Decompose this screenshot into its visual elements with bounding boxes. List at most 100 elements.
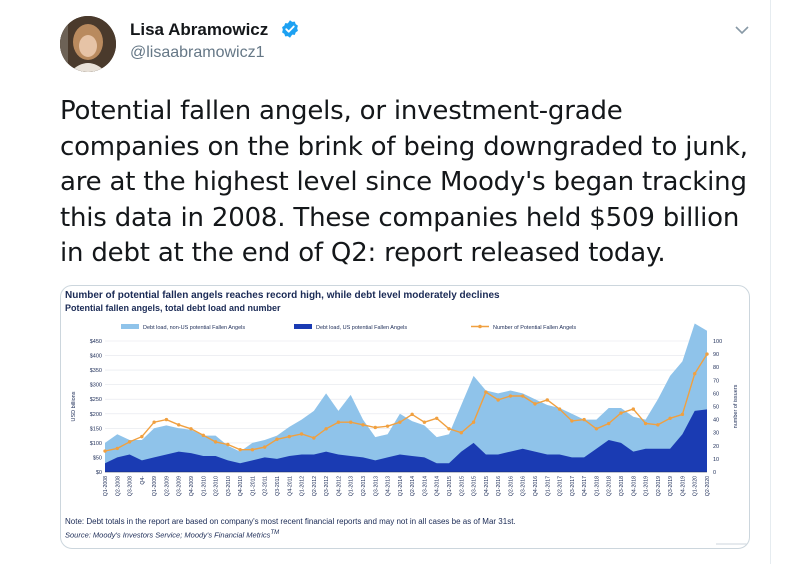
x-tick-label: Q3-2012 [324,476,330,496]
line-point [508,394,513,398]
legend-entry: Number of Potential Fallen Angels [493,325,576,331]
x-tick-label: Q2-2014 [410,476,416,496]
x-tick-label: Q1-2009 [152,476,158,496]
x-tick-label: Q1-2011 [250,476,256,496]
y-tick-left: $150 [90,426,102,432]
line-point [484,390,488,394]
chevron-down-icon[interactable] [734,24,750,36]
line-point [705,352,709,356]
x-tick-label: Q1-2010 [201,476,207,496]
y-tick-right: 0 [713,470,716,476]
line-point [521,394,525,398]
x-tick-label: Q2-2008 [115,476,121,496]
x-tick-label: Q4-2014 [435,476,441,496]
x-tick-label: Q2-2018 [607,476,613,496]
legend-swatch [294,324,312,329]
line-point [693,372,697,376]
line-point [324,427,328,431]
x-tick-label: Q3-2009 [177,476,183,496]
line-point [103,449,107,453]
verified-badge-icon [282,20,298,38]
x-tick-label: Q4-2013 [386,476,392,496]
avatar[interactable] [60,16,116,72]
line-point [115,446,119,451]
line-point [152,420,156,424]
y-tick-left: $450 [90,339,102,345]
line-point [643,421,648,426]
line-point [570,419,574,423]
chart-note: Note: Debt totals in the report are base… [65,517,516,526]
line-point [226,442,230,447]
line-point [533,402,537,406]
y-tick-right: 80 [713,365,719,371]
y-tick-right: 70 [713,378,719,384]
line-point [250,448,255,452]
y-tick-left: $300 [90,383,102,389]
line-point [164,417,169,422]
area-series-non-us [105,323,707,472]
y-tick-left: $350 [90,368,102,374]
x-tick-label: Q4-2011 [287,476,293,496]
chart-svg: Debt load, non-US potential Fallen Angel… [71,323,749,545]
x-tick-label: Q1-2015 [447,476,453,496]
x-tick-label: Q3-2011 [275,476,281,496]
y-tick-right: 20 [713,444,719,450]
line-point [238,448,242,452]
line-point [201,433,205,438]
x-tick-label: Q2-2012 [312,476,318,496]
line-point [189,427,193,431]
chart-source: Source: Moody's Investors Service; Moody… [65,530,279,540]
line-point [177,423,181,427]
y-tick-left: $100 [90,441,102,447]
y-tick-right: 40 [713,418,719,424]
x-tick-label: Q4-2012 [336,476,342,496]
line-point [631,407,635,411]
x-tick-label: Q3-2016 [521,476,527,496]
y-tick-left: $250 [90,397,102,403]
line-point [459,431,463,435]
line-point [619,411,623,415]
legend-entry: Debt load, US potential Fallen Angels [316,325,407,331]
x-tick-label: Q1-2014 [398,476,404,496]
x-tick-label: Q1-2020 [693,476,699,496]
x-tick-label: Q1-2017 [545,476,551,496]
line-point [471,420,476,424]
x-tick-label: Q2-2020 [705,476,711,496]
y-tick-right: 100 [713,339,722,345]
x-tick-label: Q4-2010 [238,476,244,496]
author-handle[interactable]: @lisaabramowicz1 [130,44,265,61]
line-point [668,416,672,420]
x-tick-label: Q3-2017 [570,476,576,496]
y-tick-left: $50 [93,455,102,461]
tweet-text: Potential fallen angels, or investment-g… [60,96,748,268]
tweet-media-chart[interactable]: Number of potential fallen angels reache… [60,285,750,549]
x-tick-label: Q1-2008 [103,476,109,496]
x-tick-label: Q2-2019 [656,476,662,496]
y-tick-right: 50 [713,405,719,411]
chart-subtitle: Potential fallen angels, total debt load… [65,303,281,313]
x-tick-label: Q2-2015 [459,476,465,496]
x-tick-label: Q3-2013 [373,476,379,496]
line-point [447,427,451,431]
line-point [385,424,390,428]
line-series-count [104,353,708,452]
y-tick-left: $0 [96,470,102,476]
line-point [213,440,218,444]
x-tick-label: Q3-2018 [619,476,625,496]
line-point [287,434,291,439]
x-tick-label: Q1-2012 [300,476,306,496]
x-tick-label: Q4-2016 [533,476,539,496]
x-tick-label: Q1-2016 [496,476,502,496]
x-tick-label: Q2-2013 [361,476,367,496]
legend-swatch [121,324,139,329]
line-point [398,420,402,424]
line-point [557,407,562,411]
y-tick-right: 90 [713,352,719,358]
line-point [607,421,611,426]
chart-source-tm: TM [270,530,280,536]
y-tick-right: 60 [713,391,719,397]
author-name[interactable]: Lisa Abramowicz [130,20,269,39]
line-point [582,417,586,422]
line-point [496,398,500,402]
x-tick-label: Q2-2017 [558,476,564,496]
